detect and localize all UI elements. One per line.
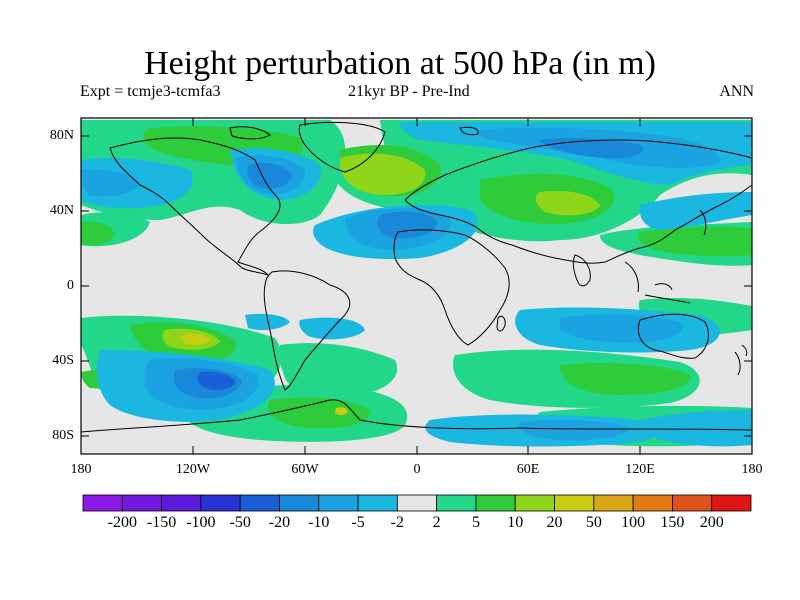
colorbar bbox=[82, 494, 752, 512]
colorbar-label: 200 bbox=[699, 514, 724, 531]
colorbar-box bbox=[554, 494, 595, 512]
lat-label-80n: 80N bbox=[49, 128, 74, 143]
colorbar-box bbox=[357, 494, 398, 512]
colorbar-label: -200 bbox=[107, 514, 137, 531]
colorbar-box bbox=[475, 494, 516, 512]
colorbar-box bbox=[161, 494, 202, 512]
lon-label-120e: 120E bbox=[625, 462, 655, 477]
colorbar-label: 20 bbox=[546, 514, 563, 531]
colorbar-box bbox=[593, 494, 634, 512]
contour-field bbox=[81, 120, 752, 447]
colorbar-box bbox=[436, 494, 477, 512]
colorbar-label: -20 bbox=[268, 514, 291, 531]
map-title: Height perturbation at 500 hPa (in m) bbox=[144, 45, 656, 82]
season-label: ANN bbox=[719, 83, 754, 100]
period-label: 21kyr BP - Pre-Ind bbox=[348, 83, 470, 100]
colorbar-box bbox=[121, 494, 162, 512]
lon-label-120w: 120W bbox=[175, 462, 211, 477]
colorbar-box bbox=[200, 494, 241, 512]
colorbar-box bbox=[672, 494, 713, 512]
colorbar-box bbox=[711, 494, 752, 512]
lon-label-180w: 180 bbox=[70, 462, 92, 477]
lat-label-40s: 40S bbox=[52, 353, 74, 368]
colorbar-label: 2 bbox=[432, 514, 441, 531]
lon-label-180e: 180 bbox=[741, 462, 763, 477]
colorbar-label: -5 bbox=[351, 514, 365, 531]
colorbar-box bbox=[318, 494, 359, 512]
colorbar-label: 5 bbox=[471, 514, 480, 531]
colorbar-label: -100 bbox=[186, 514, 216, 531]
coastlines bbox=[81, 121, 752, 433]
colorbar-box bbox=[632, 494, 673, 512]
colorbar-box bbox=[82, 494, 123, 512]
axis-ticks bbox=[80, 118, 753, 454]
colorbar-label: -150 bbox=[146, 514, 177, 531]
lon-label-60w: 60W bbox=[291, 462, 319, 477]
lat-label-0: 0 bbox=[67, 278, 74, 293]
colorbar-box bbox=[514, 494, 555, 512]
colorbar-box bbox=[396, 494, 438, 512]
lat-label-40n: 40N bbox=[49, 203, 74, 218]
colorbar-label: 150 bbox=[660, 514, 685, 531]
colorbar-box bbox=[239, 494, 280, 512]
colorbar-label: 50 bbox=[585, 514, 602, 531]
colorbar-label: -50 bbox=[229, 514, 251, 531]
colorbar-label: -10 bbox=[308, 514, 330, 531]
experiment-label: Expt = tcmje3-tcmfa3 bbox=[80, 83, 221, 100]
lon-label-60e: 60E bbox=[516, 462, 540, 477]
colorbar-label: 10 bbox=[507, 514, 524, 531]
lat-label-80s: 80S bbox=[52, 428, 74, 443]
colorbar-box bbox=[279, 494, 320, 512]
colorbar-label: -2 bbox=[390, 514, 404, 531]
colorbar-label: 100 bbox=[621, 514, 646, 531]
lon-label-0: 0 bbox=[413, 462, 421, 477]
